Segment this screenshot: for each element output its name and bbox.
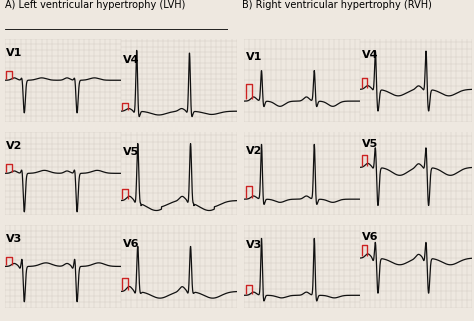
Text: B) Right ventricular hypertrophy (RVH): B) Right ventricular hypertrophy (RVH) (242, 0, 432, 10)
Text: V4: V4 (122, 55, 139, 65)
Text: V2: V2 (6, 141, 23, 151)
Text: V3: V3 (6, 234, 23, 244)
Text: V5: V5 (362, 140, 378, 150)
Text: V6: V6 (362, 232, 378, 242)
Text: V1: V1 (246, 52, 262, 62)
Text: V1: V1 (6, 48, 23, 58)
Text: V6: V6 (122, 239, 139, 249)
Text: V2: V2 (246, 146, 262, 156)
Text: V5: V5 (122, 147, 139, 157)
Text: V4: V4 (362, 50, 378, 60)
Text: A) Left ventricular hypertrophy (LVH): A) Left ventricular hypertrophy (LVH) (5, 0, 185, 10)
Text: V3: V3 (246, 240, 262, 250)
